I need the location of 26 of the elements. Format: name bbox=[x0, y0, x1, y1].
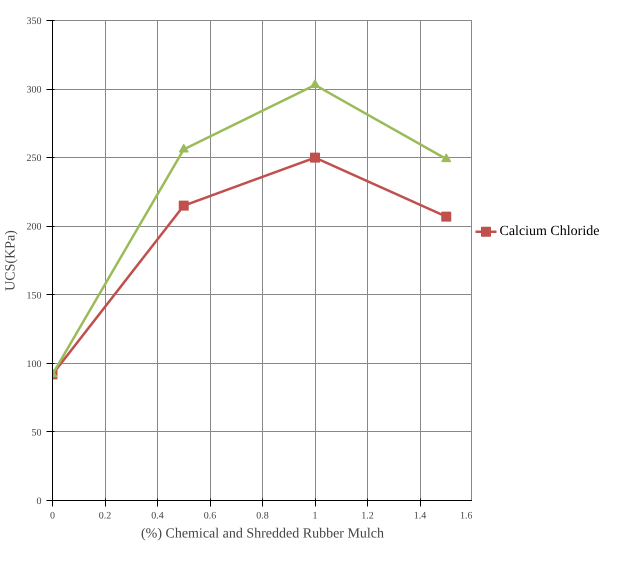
x-tick-label: 1 bbox=[312, 510, 318, 522]
y-tick-label: 100 bbox=[26, 358, 42, 370]
x-tick-label: 0.6 bbox=[204, 510, 216, 522]
y-tick-label: 150 bbox=[26, 290, 42, 302]
x-tick-label: 0.2 bbox=[98, 510, 112, 522]
y-tick-label: 350 bbox=[26, 16, 42, 27]
y-axis-title: UCS(KPa) bbox=[4, 230, 18, 291]
y-tick-label: 200 bbox=[26, 222, 42, 233]
x-tick-label: 1.2 bbox=[361, 510, 374, 522]
x-tick-label: 1.6 bbox=[460, 510, 472, 522]
y-tick-label: 300 bbox=[26, 84, 42, 96]
y-tick-label: 250 bbox=[26, 153, 42, 164]
point bbox=[178, 144, 189, 153]
y-tick-label: 0 bbox=[36, 496, 42, 507]
point bbox=[310, 79, 320, 88]
x-tick-label: 0 bbox=[50, 510, 55, 522]
point bbox=[310, 152, 320, 163]
y-tick-label: 50 bbox=[32, 427, 42, 438]
legend-label: Calcium Chloride bbox=[500, 224, 600, 240]
point bbox=[178, 200, 189, 211]
x-tick-label: 1.4 bbox=[414, 510, 426, 522]
x-tick-label: 0.8 bbox=[256, 510, 269, 522]
x-tick-label: 0.4 bbox=[151, 510, 164, 522]
point bbox=[441, 212, 452, 222]
point bbox=[441, 153, 452, 162]
x-axis-title: (%) Chemical and Shredded Rubber Mulch bbox=[141, 526, 384, 542]
